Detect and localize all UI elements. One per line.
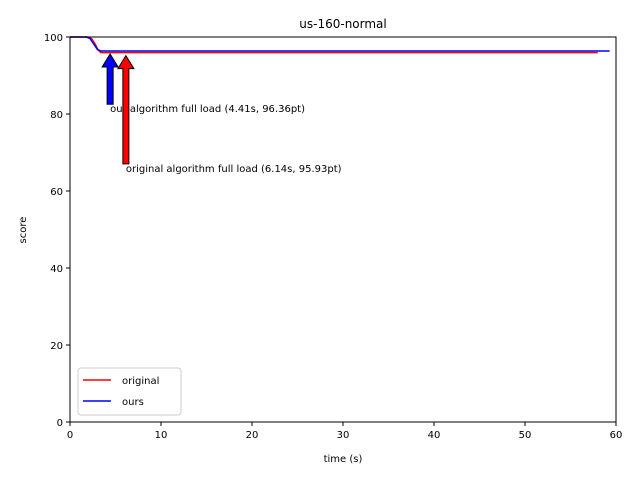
legend: original ours <box>77 367 182 416</box>
x-tick-label-20: 20 <box>246 430 259 441</box>
plot-area <box>70 36 610 54</box>
annotations: our algorithm full load (4.41s, 96.36pt)… <box>101 53 342 175</box>
legend-label-ours: ours <box>122 397 144 408</box>
x-tick-label-40: 40 <box>428 430 441 441</box>
annotation-text-1: our algorithm full load (4.41s, 96.36pt) <box>110 104 305 115</box>
axes: 0 10 20 30 40 50 60 0 20 40 60 80 100 <box>44 33 622 441</box>
y-tick-label-80: 80 <box>50 110 63 121</box>
x-tick-label-60: 60 <box>610 430 623 441</box>
x-tick-label-30: 30 <box>337 430 350 441</box>
x-tick-label-0: 0 <box>67 430 73 441</box>
y-tick-label-60: 60 <box>50 187 63 198</box>
y-tick-label-40: 40 <box>50 264 63 275</box>
annotation-arrow-2 <box>116 54 135 165</box>
y-axis-label: score <box>18 217 29 244</box>
y-tick-label-100: 100 <box>44 33 63 44</box>
y-tick-label-20: 20 <box>50 341 63 352</box>
annotation-text-2: original algorithm full load (6.14s, 95.… <box>126 164 342 175</box>
x-tick-label-10: 10 <box>155 430 168 441</box>
annotation-arrow-1 <box>101 53 120 105</box>
chart-title: us-160-normal <box>299 17 386 31</box>
y-tick-label-0: 0 <box>57 418 63 429</box>
legend-label-original: original <box>122 376 159 387</box>
x-tick-label-50: 50 <box>519 430 532 441</box>
x-axis-label: time (s) <box>324 454 363 465</box>
series-line-ours <box>70 36 610 52</box>
